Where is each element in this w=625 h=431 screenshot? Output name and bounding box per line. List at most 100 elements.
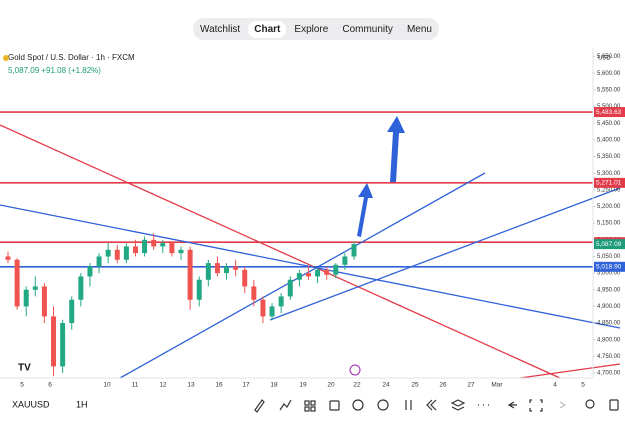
interval[interactable]: 1H [76, 399, 88, 409]
candle-body [160, 243, 166, 247]
x-tick-label: 24 [382, 382, 390, 389]
draw-tool[interactable] [254, 399, 265, 413]
price-label: 5,018.90 [596, 264, 622, 271]
trend-line [0, 124, 561, 379]
candle-body [78, 276, 84, 300]
nav-item[interactable]: Chart [248, 20, 287, 38]
layout-button[interactable] [310, 400, 316, 406]
y-tick-label: 5,500.00 [597, 104, 621, 110]
y-tick-label: 5,550.00 [597, 88, 621, 94]
x-tick-label: 5 [20, 382, 24, 389]
undo-button[interactable] [507, 401, 517, 409]
settings-button[interactable] [609, 399, 619, 411]
candle-body [242, 269, 248, 287]
candle-body [14, 259, 20, 307]
nav-item[interactable]: Community [342, 23, 393, 35]
y-tick-label: 5,050.00 [597, 254, 621, 260]
replay-button[interactable] [405, 400, 412, 410]
event-icon [349, 364, 361, 376]
candle-body [132, 246, 138, 254]
rewind-button[interactable] [426, 399, 437, 411]
layout-button[interactable] [304, 406, 310, 412]
x-tick-label: 27 [467, 382, 475, 389]
add-button[interactable] [352, 399, 364, 411]
trend-line [269, 187, 621, 321]
candle-body [69, 299, 75, 324]
candle-body [196, 279, 202, 300]
y-tick-label: 5,300.00 [597, 171, 621, 177]
candle-body [315, 269, 321, 277]
price-label-box [594, 237, 625, 248]
templates-button[interactable] [329, 400, 340, 411]
y-tick-label: 4,800.00 [597, 337, 621, 343]
y-tick-label: 4,700.00 [597, 371, 621, 377]
x-tick-label: 26 [439, 382, 447, 389]
x-tick-label: 19 [299, 382, 307, 389]
price-label-box [594, 107, 625, 118]
candle-body [5, 256, 11, 260]
x-tick-label: 22 [353, 382, 361, 389]
nav-item[interactable]: Menu [406, 23, 432, 35]
candle-body [287, 279, 293, 297]
candle-body [87, 266, 93, 277]
symbol[interactable]: XAUUSD [12, 399, 50, 409]
y-tick-label: 5,450.00 [597, 121, 621, 127]
nav-item[interactable]: Watchlist [200, 23, 241, 35]
arrow [387, 116, 405, 182]
candle-body [251, 286, 257, 300]
candle-body [260, 299, 266, 317]
candle-body [214, 263, 220, 274]
candle-body [205, 263, 211, 280]
price-label-box [594, 261, 625, 272]
y-tick-label: 5,400.00 [597, 137, 621, 143]
x-tick-label: 12 [159, 382, 167, 389]
y-tick-label: 5,100.00 [597, 237, 621, 243]
x-tick-label: 10 [103, 382, 111, 389]
trend-line [519, 363, 621, 379]
candle-body [142, 239, 148, 254]
candle-body [41, 286, 47, 317]
layout-button[interactable] [304, 400, 310, 406]
tips-button[interactable] [585, 399, 595, 409]
candle-body [123, 246, 129, 260]
x-tick-label: 6 [48, 382, 52, 389]
x-tick-label: 17 [242, 382, 250, 389]
trend-line [119, 172, 486, 379]
candle-body [296, 273, 302, 280]
price-label: 5,092.73 [596, 239, 622, 246]
candle-body [278, 296, 284, 307]
candle-body [187, 249, 193, 300]
x-tick-label: 4 [553, 382, 557, 389]
candle-body [178, 249, 184, 254]
y-tick-label: 4,950.00 [597, 287, 621, 293]
y-tick-label: 5,250.00 [597, 187, 621, 193]
y-tick-label: 5,350.00 [597, 154, 621, 160]
y-tick-label: 5,650.00 [597, 54, 621, 60]
trend-line [0, 204, 621, 329]
candle-body [51, 316, 57, 367]
candle-body [269, 306, 275, 317]
layout-button[interactable] [310, 406, 316, 412]
layers-button[interactable] [450, 399, 466, 411]
y-tick-label: 5,150.00 [597, 221, 621, 227]
y-tick-label: 5,600.00 [597, 71, 621, 77]
x-tick-label: 11 [132, 382, 139, 389]
nav-item[interactable]: Explore [294, 23, 329, 35]
indicators-button[interactable] [279, 399, 292, 411]
y-tick-label: 5,000.00 [597, 271, 621, 277]
x-tick-label: 18 [270, 382, 278, 389]
fullscreen-button[interactable] [529, 399, 543, 412]
price-label-box [594, 177, 625, 188]
candle-body [342, 256, 348, 265]
y-tick-label: 5,200.00 [597, 204, 621, 210]
candle-body [23, 289, 29, 307]
redo-button[interactable] [559, 401, 567, 409]
y-tick-label: 4,850.00 [597, 321, 621, 327]
candle-body [60, 323, 66, 367]
candle-body [233, 266, 239, 270]
alert-button[interactable] [377, 399, 389, 411]
candle-body [114, 249, 120, 260]
price-label: 5,483.63 [596, 109, 622, 116]
